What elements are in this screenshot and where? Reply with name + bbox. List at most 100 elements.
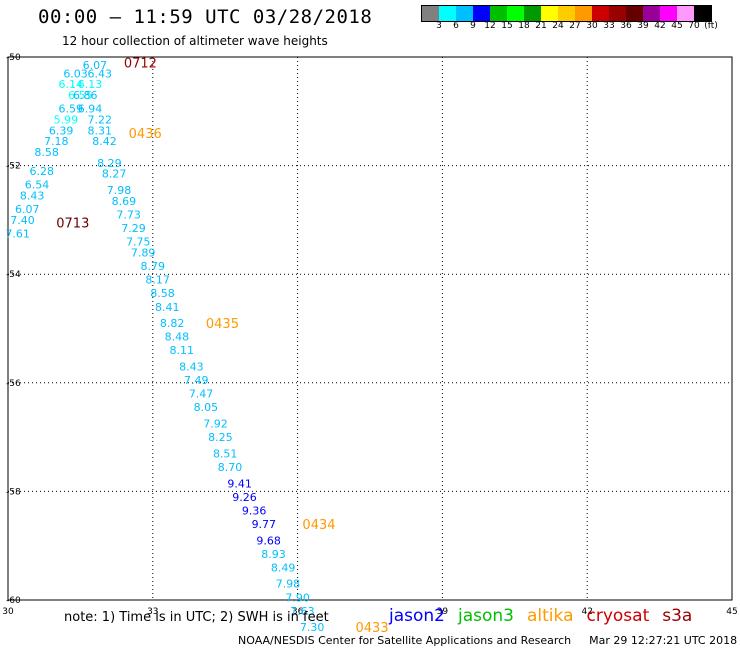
legend-s3a: s3a	[662, 606, 693, 626]
colorbar-swatch	[541, 6, 558, 21]
colorbar-swatch	[643, 6, 660, 21]
swh-data-label: 8.58	[34, 146, 59, 159]
swh-data-label: 8.05	[194, 401, 219, 414]
colorbar-label: 21	[535, 21, 547, 31]
colorbar-swatch	[507, 6, 524, 21]
x-tick-label: 36	[292, 607, 304, 617]
swh-data-label: 8.93	[261, 548, 286, 561]
y-tick-label: -56	[6, 379, 21, 389]
swh-data-label: 8.48	[165, 331, 190, 344]
x-tick-label: 30	[2, 607, 14, 617]
pass-time-label: 0713	[56, 217, 89, 232]
swh-data-label: 9.77	[252, 518, 277, 531]
swh-data-label: 8.49	[271, 561, 296, 574]
swh-data-label: 8.51	[213, 447, 238, 460]
swh-data-label: 6.59	[58, 103, 83, 116]
swh-data-label: 6.13	[78, 78, 103, 91]
legend-jason3: jason3	[458, 606, 514, 626]
colorbar-swatch	[490, 6, 507, 21]
legend-jason2: jason2	[389, 606, 445, 626]
swh-data-label: 9.26	[232, 491, 257, 504]
colorbar-swatch	[660, 6, 677, 21]
colorbar-label: 18	[518, 21, 530, 31]
colorbar-label: 6	[453, 21, 459, 31]
pass-time-label: 0435	[206, 317, 239, 332]
pass-time-label: 0712	[124, 56, 157, 71]
footer-timestamp: Mar 29 12:27:21 UTC 2018	[589, 634, 738, 647]
swh-data-label: 7.75	[126, 236, 151, 249]
colorbar-swatch	[609, 6, 626, 21]
colorbar-label: 15	[501, 21, 513, 31]
swh-data-label: 7.22	[87, 113, 112, 126]
swh-data-label: 8.43	[20, 189, 45, 202]
swh-data-label: 8.25	[208, 431, 233, 444]
swh-data-label: 6.54	[25, 179, 50, 192]
pass-time-label: 0433	[356, 621, 389, 636]
swh-data-label: 8.58	[150, 287, 175, 300]
satellite-legend: jason2 jason3 altika cryosat s3a	[389, 606, 705, 626]
swh-data-label: 8.29	[97, 157, 122, 170]
swh-data-label: 6.07	[83, 59, 108, 72]
swh-data-label: 8.27	[102, 168, 127, 181]
swh-data-label: 8.17	[145, 274, 170, 287]
swh-data-label: 7.61	[5, 227, 30, 240]
y-tick-label: -60	[6, 596, 21, 606]
colorbar-label: (ft)	[704, 21, 718, 31]
colorbar-label: 45	[671, 21, 683, 31]
legend-altika: altika	[527, 606, 574, 626]
x-tick-label: 45	[726, 607, 737, 617]
swh-data-label: 8.42	[92, 135, 117, 148]
legend-cryosat: cryosat	[586, 606, 650, 626]
colorbar-label: 42	[654, 21, 666, 31]
swh-data-label: 8.43	[179, 361, 204, 374]
swh-data-label: 7.89	[131, 246, 156, 259]
colorbar-label: 27	[569, 21, 581, 31]
colorbar-swatch	[592, 6, 609, 21]
y-tick-label: -50	[6, 53, 21, 63]
colorbar-label: 36	[620, 21, 632, 31]
x-tick-label: 42	[581, 607, 592, 617]
swh-data-label: 7.47	[189, 388, 214, 401]
swh-data-label: 6.28	[30, 165, 55, 178]
swh-data-label: 6.03	[63, 67, 88, 80]
colorbar-label: 70	[688, 21, 700, 31]
swh-data-label: 6.94	[78, 103, 103, 116]
colorbar-label: 3	[436, 21, 442, 31]
colorbar-swatch	[558, 6, 575, 21]
swh-colorbar	[421, 5, 712, 22]
note-text: note: 1) Time is in UTC; 2) SWH is in fe…	[64, 610, 329, 625]
pass-time-label: 0434	[302, 518, 335, 533]
swh-data-label: 7.92	[203, 418, 228, 431]
plot-frame	[7, 56, 733, 601]
swh-data-label: 8.79	[141, 260, 166, 273]
swh-data-label: 8.82	[160, 317, 185, 330]
footer-credit: NOAA/NESDIS Center for Satellite Applica…	[238, 634, 572, 647]
swh-data-label: 7.73	[116, 208, 141, 221]
colorbar-label: 30	[586, 21, 598, 31]
swh-data-label: 8.69	[112, 195, 137, 208]
colorbar-swatch	[677, 6, 694, 21]
swh-data-label: 8.11	[170, 344, 195, 357]
swh-data-label: 6.43	[87, 67, 112, 80]
y-tick-label: -52	[6, 162, 21, 172]
y-tick-label: -58	[6, 487, 21, 497]
colorbar-label: 39	[637, 21, 649, 31]
colorbar-label: 12	[484, 21, 496, 31]
swh-data-label: 7.40	[10, 214, 35, 227]
colorbar-swatch	[439, 6, 456, 21]
colorbar-swatch	[473, 6, 490, 21]
swh-data-label: 9.36	[242, 504, 267, 517]
swh-data-label: 9.68	[256, 534, 281, 547]
swh-data-label: 7.98	[276, 578, 301, 591]
swh-data-label: 8.31	[87, 124, 112, 137]
swh-data-label: 6.14	[58, 78, 83, 91]
colorbar-swatch	[524, 6, 541, 21]
chart-title: 00:00 – 11:59 UTC 03/28/2018	[38, 6, 373, 28]
swh-data-label: 7.98	[107, 184, 132, 197]
swh-data-label: 7.49	[184, 374, 209, 387]
x-tick-label: 39	[437, 607, 449, 617]
swh-data-label: 5.99	[54, 113, 79, 126]
footer: NOAA/NESDIS Center for Satellite Applica…	[238, 634, 737, 647]
y-tick-label: -54	[6, 270, 21, 280]
